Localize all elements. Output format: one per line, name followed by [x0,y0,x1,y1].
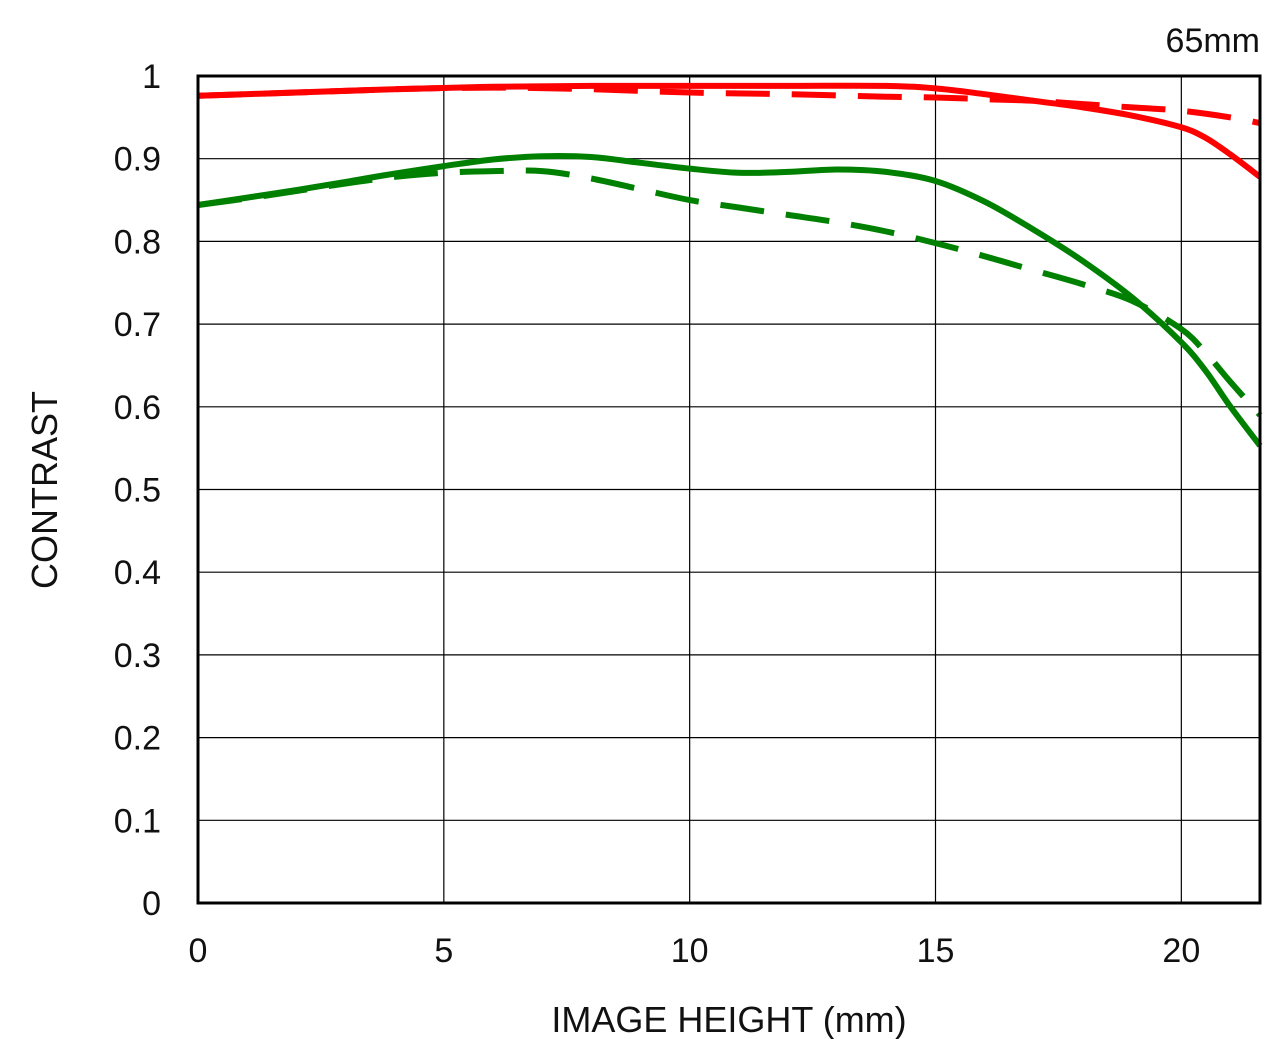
series-layer [197,82,1263,448]
y-tick-label: 0.3 [114,637,161,675]
focal-length-label: 65mm [1166,22,1260,60]
x-tick-label: 0 [189,932,208,970]
series-red-solid-line [197,82,1262,180]
y-tick-label: 0.4 [114,554,161,592]
x-tick-labels: 0 5 10 15 20 [189,932,1201,970]
x-tick-label: 15 [917,932,955,970]
y-tick-labels: 0 0.1 0.2 0.3 0.4 0.5 0.6 0.7 0.8 0.9 1 [114,58,161,923]
y-tick-label: 0.6 [114,389,161,427]
series-red-dashed-line [197,84,1261,127]
series-green-solid-line [197,152,1263,448]
y-tick-label: 0.9 [114,141,161,179]
y-tick-label: 0 [142,885,161,923]
y-tick-label: 0.8 [114,223,161,261]
y-tick-label: 1 [142,58,161,96]
grid [197,75,1260,904]
y-tick-label: 0.5 [114,472,161,510]
x-tick-label: 5 [434,932,453,970]
y-tick-label: 0.1 [114,802,161,840]
plot-frame [196,74,1262,905]
y-tick-label: 0.2 [114,720,161,758]
y-axis-label: CONTRAST [24,391,65,589]
x-axis-label: IMAGE HEIGHT (mm) [551,999,906,1039]
x-tick-label: 20 [1162,932,1200,970]
y-tick-label: 0.7 [114,306,161,344]
x-tick-label: 10 [671,932,709,970]
series-green-dashed-line [197,167,1263,418]
